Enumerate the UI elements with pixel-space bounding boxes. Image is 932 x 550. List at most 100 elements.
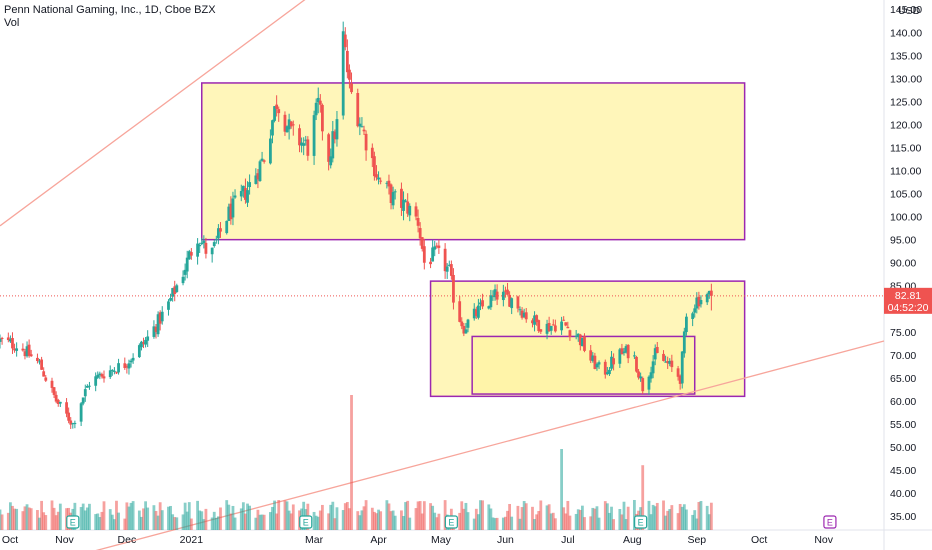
candle-body [15, 348, 19, 351]
time-tick-label: Dec [118, 534, 137, 546]
price-tick-label: 90.00 [890, 258, 916, 270]
candle-body [691, 313, 695, 319]
candle-body [260, 158, 264, 161]
candle-body [539, 329, 543, 332]
volume-bar [15, 508, 19, 530]
candle-body [508, 294, 511, 307]
volume-bar [94, 514, 98, 530]
volume-bar [329, 504, 333, 530]
volume-bar [591, 507, 595, 530]
volume-bar [198, 510, 202, 530]
candle-body [633, 355, 636, 357]
candle-body [620, 348, 624, 355]
candle-body [699, 300, 703, 305]
candle-body [244, 188, 247, 200]
candle-body [443, 248, 447, 272]
volume-bar [682, 504, 686, 530]
candle-body [445, 266, 449, 272]
candle-body [212, 242, 216, 247]
candle-body [0, 338, 2, 342]
candle-body [506, 289, 509, 295]
price-tick-label: 45.00 [890, 465, 916, 477]
candle-body [333, 131, 337, 140]
earnings-badge-box [66, 515, 80, 529]
candle-body [171, 288, 175, 297]
volume-bar [189, 518, 193, 530]
candle-body [458, 301, 462, 322]
volume-bar [85, 507, 89, 530]
candle-body [38, 361, 41, 363]
volume-bar [100, 511, 104, 530]
volume-bar [314, 515, 318, 530]
candle-body [647, 376, 651, 390]
candle-body [597, 362, 601, 365]
candle-body [402, 199, 405, 211]
volume-bar [79, 507, 83, 530]
price-tick-label: 50.00 [890, 442, 916, 454]
candle-body [160, 311, 164, 322]
candle-body [678, 375, 682, 384]
volume-bar [443, 500, 447, 530]
candle-body [668, 361, 672, 364]
price-tick-label: 75.00 [890, 327, 916, 339]
symbol-title: Penn National Gaming, Inc., 1D, Cboe BZX [4, 4, 216, 16]
candle-body [362, 129, 366, 132]
volume-bar [531, 506, 534, 530]
volume-bar [358, 515, 362, 530]
candle-body [335, 119, 339, 140]
candle-body [697, 296, 701, 307]
volume-bar [256, 509, 260, 530]
candle-body [435, 245, 439, 247]
candle-body [635, 356, 638, 372]
volume-bar [516, 505, 520, 530]
earnings-badge-label: E [448, 518, 454, 528]
volume-bar [385, 500, 389, 530]
candle-body [219, 228, 222, 232]
volume-bar [231, 505, 235, 530]
candle-body [156, 314, 160, 335]
candle-body [533, 315, 536, 325]
volume-bar [416, 501, 420, 530]
volume-bar [58, 503, 62, 530]
volume-bar [462, 508, 466, 530]
candle-body [422, 246, 426, 263]
volume-bar [102, 501, 106, 530]
candle-body [69, 420, 73, 425]
earnings-badge-label: E [303, 518, 309, 528]
volume-bar [574, 513, 578, 530]
candle-body [639, 376, 643, 379]
volume-bar [666, 510, 670, 530]
volume-bar [36, 510, 39, 530]
candle-body [545, 323, 549, 334]
volume-bar [152, 505, 156, 530]
candle-body [225, 220, 229, 234]
volume-bar [137, 510, 141, 530]
volume-bar [283, 500, 287, 530]
candle-body [54, 394, 58, 402]
volume-bar [522, 501, 526, 530]
candle-body [578, 334, 582, 346]
volume-bar [429, 503, 432, 530]
volume-bar [327, 513, 331, 530]
volume-bar [670, 505, 674, 530]
candle-body [593, 355, 597, 369]
candle-body [404, 200, 407, 202]
volume-bar [125, 502, 129, 530]
volume-bar [185, 511, 189, 530]
volume-bar [127, 506, 131, 530]
volume-bar [113, 519, 116, 530]
earnings-badge: E [299, 515, 313, 529]
price-tick-label: 65.00 [890, 373, 916, 385]
candle-body [29, 354, 33, 357]
candle-body [464, 329, 468, 334]
candle-body [516, 296, 520, 309]
candle-body [9, 339, 12, 342]
candle-body [131, 357, 135, 361]
currency-label: USD [898, 5, 921, 17]
volume-bar [504, 516, 507, 530]
candle-body [437, 245, 441, 248]
candle-body [258, 161, 262, 182]
candle-body [562, 319, 566, 321]
volume-bar [271, 506, 274, 530]
